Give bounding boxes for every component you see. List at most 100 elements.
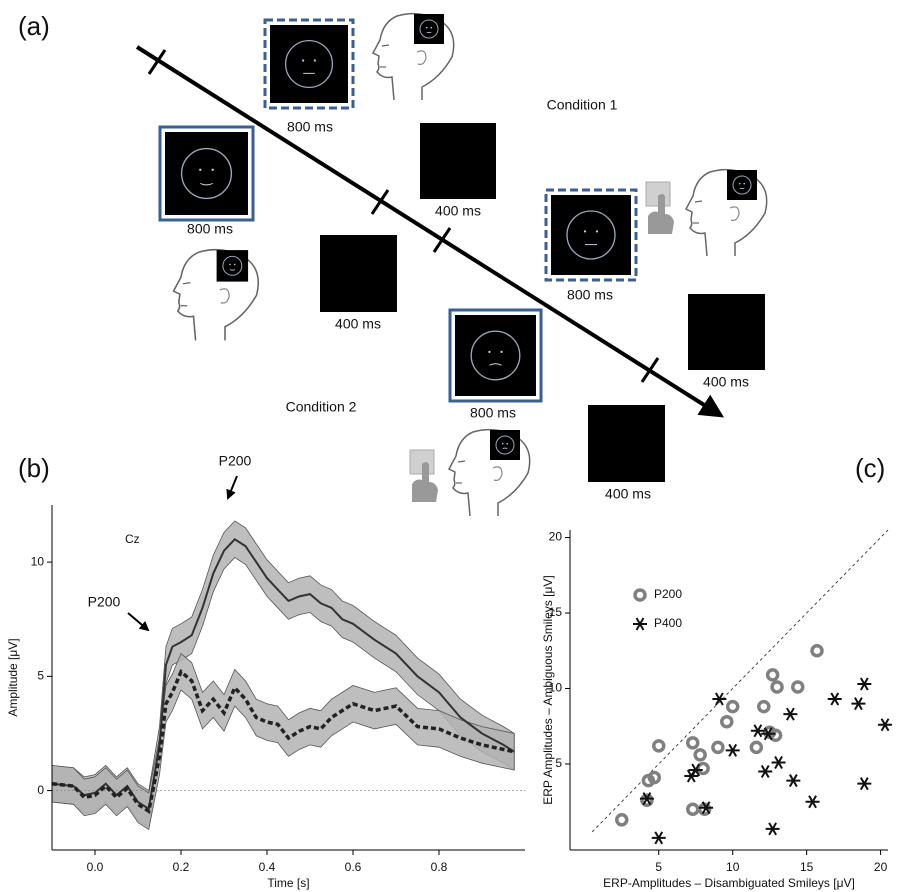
duration-label: 400 ms: [335, 316, 381, 332]
duration-label: 800 ms: [287, 119, 333, 135]
scatter-point: [712, 692, 727, 706]
eye: [694, 200, 703, 203]
smiley-eye: [233, 263, 236, 266]
stimulus-screen: [455, 315, 536, 396]
annotation-arrow: [226, 475, 238, 500]
annotation: P200: [88, 594, 121, 610]
smiley-outline: [732, 175, 752, 195]
blank-screen: [588, 405, 665, 482]
x-tick-label: 15: [800, 860, 814, 874]
scatter-point: [827, 692, 842, 706]
smiley-eye: [229, 263, 231, 266]
scatter-point: [711, 740, 725, 755]
legend-marker: [633, 588, 647, 602]
x-axis-label: Time [s]: [267, 876, 309, 890]
scatter-point: [786, 774, 801, 788]
x-tick-label: 0.4: [259, 860, 276, 874]
smiley-eye: [313, 59, 316, 62]
ear: [492, 466, 503, 481]
condition-label: Condition 2: [286, 399, 357, 415]
smiley-mouth: [502, 447, 508, 449]
scatter-point: [647, 770, 662, 785]
duration-label: 800 ms: [187, 221, 233, 237]
hand: [412, 462, 438, 502]
smiley-eye: [500, 350, 503, 354]
stimulus-screen: [270, 25, 348, 103]
duration-label: 400 ms: [703, 374, 749, 390]
scatter-point: [758, 765, 773, 779]
ear: [219, 288, 230, 304]
stimulus-frame: [448, 308, 543, 403]
panel-label: (b): [18, 453, 50, 483]
annotation-arrow: [127, 612, 150, 632]
channel-label: Cz: [125, 532, 140, 546]
stimulus-screen: [414, 14, 444, 44]
timeline-tick: [640, 357, 660, 383]
scatter-point: [805, 795, 820, 809]
scatter-point: [770, 680, 784, 694]
annotation: P200: [219, 453, 252, 469]
stimulus-frame: [544, 188, 638, 282]
x-tick-label: 0.8: [431, 860, 448, 874]
identity-line: [591, 529, 889, 833]
x-tick-label: 10: [726, 860, 740, 874]
scatter-point: [765, 668, 780, 682]
scatter-point: [693, 748, 707, 762]
eye: [457, 460, 466, 463]
scatter-point: [686, 736, 700, 750]
eye: [182, 282, 191, 285]
scatter-point: [783, 707, 798, 721]
smiley-outline: [180, 147, 233, 200]
scatter-point: [651, 739, 666, 753]
smiley-eye: [302, 59, 305, 62]
x-tick-label: 20: [874, 860, 888, 874]
scatter-point: [768, 728, 783, 743]
y-tick-label: 15: [549, 605, 563, 619]
panel-label: (a): [18, 11, 50, 41]
smiley-eye: [488, 350, 491, 354]
scatter-point: [688, 763, 703, 777]
scatter-point: [720, 714, 734, 729]
x-axis-label: ERP-Amplitudes – Disambiguated Smileys […: [603, 876, 855, 890]
legend-label: P400: [654, 616, 682, 630]
scatter-point: [699, 801, 714, 815]
stimulus-screen: [165, 132, 248, 215]
scatter-point: [750, 724, 765, 738]
smiley-outline: [284, 39, 334, 89]
eye: [381, 44, 390, 47]
y-tick-label: 5: [37, 669, 44, 683]
scatter-point: [791, 680, 805, 694]
legend-marker: [633, 617, 647, 631]
smiley-eye: [430, 26, 433, 29]
scatter-point: [857, 777, 872, 791]
smiley-outline: [495, 435, 515, 455]
stimulus-screen: [216, 250, 249, 282]
stimulus-screen: [727, 170, 757, 200]
scatter-point: [757, 699, 771, 714]
panel-label: (c): [855, 453, 885, 483]
duration-label: 800 ms: [470, 405, 516, 421]
scatter-point: [810, 644, 824, 658]
smiley-outline: [566, 210, 616, 260]
ear: [729, 206, 740, 221]
y-tick-label: 5: [555, 756, 562, 770]
smiley-eye: [501, 442, 504, 445]
scatter-point: [651, 831, 666, 845]
smiley-eye: [738, 182, 741, 185]
error-band: [51, 652, 515, 831]
timeline-arrow: [135, 45, 725, 418]
smiley-eye: [425, 26, 428, 29]
smiley-eye: [199, 168, 202, 171]
y-tick-label: 10: [31, 554, 45, 568]
smiley-mouth: [229, 269, 235, 271]
x-tick-label: 0.0: [87, 860, 104, 874]
x-tick-label: 0.2: [173, 860, 190, 874]
smiley-eye: [595, 230, 599, 233]
duration-label: 400 ms: [435, 203, 481, 219]
scatter-point: [761, 727, 776, 741]
smiley-mouth: [489, 363, 502, 366]
duration-label: 800 ms: [567, 287, 613, 303]
smiley-outline: [419, 19, 439, 39]
scatter-point: [878, 718, 893, 732]
